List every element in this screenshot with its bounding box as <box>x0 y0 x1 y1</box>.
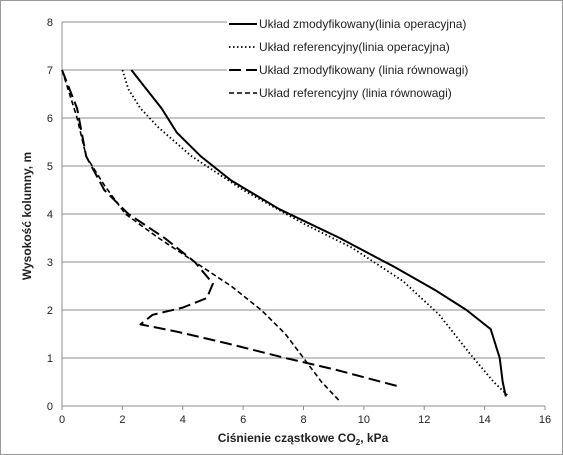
legend-label: Układ zmodyfikowany (linia równowagi) <box>259 63 468 77</box>
y-tick-label: 8 <box>47 17 53 29</box>
legend-label: Układ referencyjny(linia operacyjna) <box>259 40 450 54</box>
x-tick-label: 16 <box>539 414 551 426</box>
x-axis-title: Ciśnienie cząstkowe CO2, kPa <box>218 431 389 447</box>
x-tick-label: 10 <box>358 414 370 426</box>
x-tick-label: 8 <box>300 414 306 426</box>
legend-item-zmod-operacyjna: Układ zmodyfikowany(linia operacyjna) <box>229 17 466 31</box>
y-tick-label: 0 <box>47 401 53 413</box>
x-tick-label: 6 <box>240 414 246 426</box>
legend-item-ref-rownowagi: Układ referencyjny (linia równowagi) <box>229 86 452 100</box>
y-tick-label: 4 <box>47 209 53 221</box>
x-tick-label: 4 <box>180 414 186 426</box>
y-tick-label: 1 <box>47 353 53 365</box>
legend-item-zmod-rownowagi: Układ zmodyfikowany (linia równowagi) <box>229 63 468 77</box>
series-line-4-short-dash <box>61 69 341 402</box>
series-line-2-dotted <box>121 69 510 398</box>
legend-background <box>227 14 545 104</box>
legend-label: Układ zmodyfikowany(linia operacyjna) <box>259 17 466 31</box>
legend-label: Układ referencyjny (linia równowagi) <box>259 86 452 100</box>
y-tick-label: 6 <box>47 113 53 125</box>
y-tick-label: 7 <box>47 65 53 77</box>
legend: Układ zmodyfikowany(linia operacyjna) Uk… <box>227 14 545 104</box>
series-line-1-solid <box>130 69 507 397</box>
y-tick-label: 3 <box>47 257 53 269</box>
x-tick-label: 12 <box>418 414 430 426</box>
grid-layer <box>62 21 545 359</box>
series-line-3-long-dash <box>61 69 401 388</box>
x-tick-label: 2 <box>119 414 125 426</box>
legend-item-ref-operacyjna: Układ referencyjny(linia operacyjna) <box>229 40 450 54</box>
y-tick-label: 2 <box>47 305 53 317</box>
x-tick-label: 14 <box>479 414 491 426</box>
series-layer <box>61 69 510 402</box>
y-tick-label: 5 <box>47 161 53 173</box>
x-tick-label: 0 <box>59 414 65 426</box>
y-axis-title: Wysokość kolumny, m <box>20 152 34 280</box>
